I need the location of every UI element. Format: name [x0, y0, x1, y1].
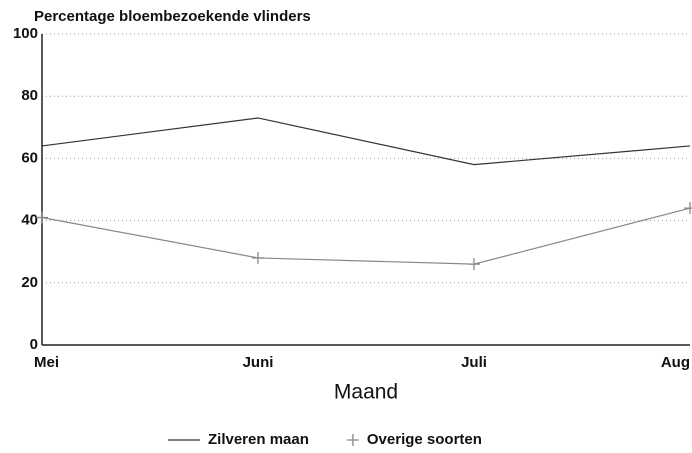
- y-tick-label: 40: [21, 212, 38, 229]
- series-line: [41, 117, 691, 166]
- legend-label: Overige soorten: [367, 431, 482, 448]
- y-tick-label: 80: [21, 87, 38, 104]
- marker: [252, 251, 264, 264]
- marker: [36, 211, 48, 224]
- legend-label: Zilveren maan: [208, 431, 309, 448]
- y-tick-label: 0: [30, 336, 38, 353]
- x-tick-label: Juli: [461, 354, 487, 371]
- x-tick-label: Aug: [661, 354, 690, 371]
- series-line: [41, 207, 691, 265]
- marker: [684, 202, 692, 215]
- legend-marker: [346, 434, 359, 446]
- x-tick-label: Juni: [243, 354, 274, 371]
- x-tick-label: Mei: [34, 354, 59, 371]
- y-tick-label: 60: [21, 149, 38, 166]
- y-tick-label: 20: [21, 274, 38, 291]
- y-tick-label: 100: [13, 25, 38, 42]
- x-axis-label: Maand: [334, 381, 398, 404]
- chart-title: Percentage bloembezoekende vlinders: [34, 8, 311, 25]
- marker: [468, 258, 480, 271]
